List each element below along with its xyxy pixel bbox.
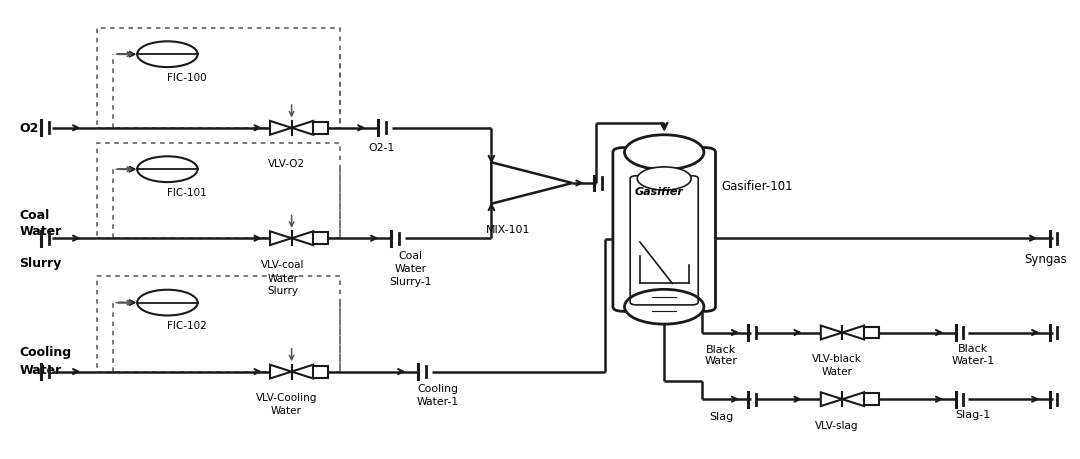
Text: O2-1: O2-1: [368, 142, 394, 152]
Polygon shape: [842, 326, 864, 340]
Polygon shape: [292, 365, 313, 379]
Text: Water: Water: [271, 405, 301, 415]
Text: Coal: Coal: [399, 250, 422, 260]
Text: VLV-slag: VLV-slag: [815, 420, 859, 430]
FancyBboxPatch shape: [613, 148, 715, 312]
Ellipse shape: [624, 290, 704, 325]
Text: MIX-101: MIX-101: [485, 225, 530, 235]
Text: Gasifier-101: Gasifier-101: [721, 179, 793, 192]
Text: Water-1: Water-1: [951, 355, 995, 365]
Text: Water: Water: [394, 264, 427, 274]
Text: Water: Water: [268, 273, 298, 283]
FancyBboxPatch shape: [313, 123, 328, 134]
Ellipse shape: [637, 168, 691, 190]
Text: Black: Black: [958, 343, 988, 353]
Text: Slag-1: Slag-1: [956, 409, 990, 420]
Circle shape: [137, 290, 198, 316]
Text: FIC-100: FIC-100: [167, 73, 206, 83]
Text: FIC-101: FIC-101: [167, 187, 206, 197]
Polygon shape: [842, 392, 864, 406]
Ellipse shape: [624, 135, 704, 170]
Text: Slag: Slag: [710, 411, 733, 421]
Polygon shape: [821, 326, 842, 340]
Text: Water: Water: [705, 356, 738, 366]
Text: Cooling: Cooling: [19, 345, 71, 358]
Polygon shape: [270, 122, 292, 135]
Polygon shape: [292, 122, 313, 135]
Text: VLV-coal: VLV-coal: [261, 259, 305, 269]
FancyBboxPatch shape: [864, 393, 879, 405]
Text: Slurry: Slurry: [268, 285, 298, 296]
Text: Coal: Coal: [19, 208, 50, 221]
Text: VLV-Cooling: VLV-Cooling: [256, 392, 316, 403]
Text: Slurry: Slurry: [19, 256, 62, 269]
Text: Water: Water: [19, 224, 62, 237]
Polygon shape: [491, 163, 572, 204]
Polygon shape: [270, 365, 292, 379]
Text: Slurry-1: Slurry-1: [389, 277, 432, 287]
Text: Cooling: Cooling: [417, 383, 458, 393]
Text: Water: Water: [822, 366, 852, 376]
Text: Syngas: Syngas: [1024, 252, 1067, 265]
Circle shape: [137, 42, 198, 68]
Text: O2: O2: [19, 122, 39, 135]
FancyBboxPatch shape: [864, 327, 879, 339]
Text: VLV-black: VLV-black: [812, 353, 862, 364]
Text: Water-1: Water-1: [416, 396, 459, 406]
FancyBboxPatch shape: [313, 366, 328, 378]
Polygon shape: [270, 232, 292, 246]
Text: Black: Black: [706, 344, 737, 354]
Text: Gasifier: Gasifier: [634, 186, 684, 196]
Text: FIC-102: FIC-102: [167, 320, 206, 330]
Polygon shape: [292, 232, 313, 246]
Text: VLV-O2: VLV-O2: [268, 158, 305, 168]
Text: Water: Water: [19, 364, 62, 376]
FancyBboxPatch shape: [313, 233, 328, 245]
Polygon shape: [821, 392, 842, 406]
Circle shape: [137, 157, 198, 183]
